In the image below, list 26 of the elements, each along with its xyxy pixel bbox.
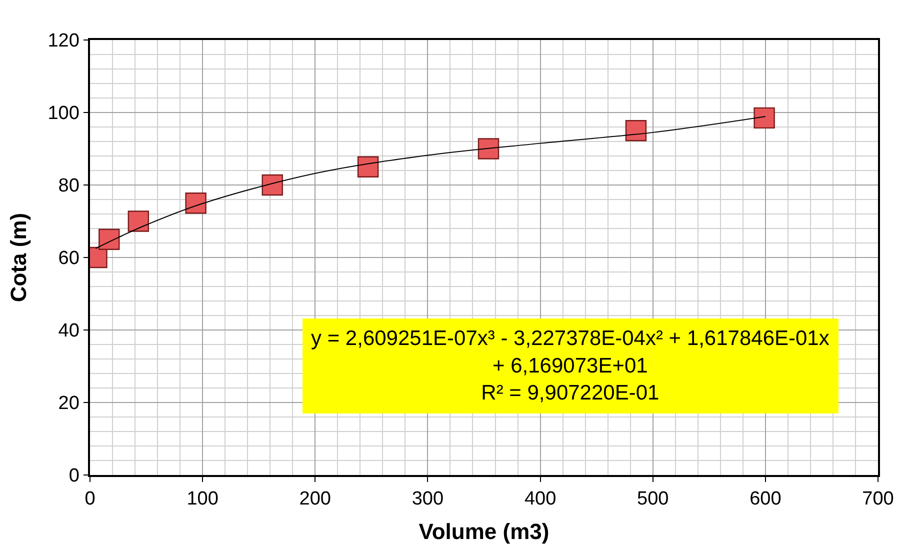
y-axis-title: Cota (m) <box>6 212 32 302</box>
point <box>98 228 120 250</box>
x-tick-label: 0 <box>84 488 96 510</box>
y-tick-label: 120 <box>48 30 80 52</box>
x-tick-label: 500 <box>637 488 669 510</box>
y-tick-label: 0 <box>68 466 80 487</box>
x-tick-label: 600 <box>750 488 782 510</box>
point <box>478 138 500 160</box>
point <box>262 174 283 196</box>
point <box>185 192 206 214</box>
y-tick-label: 20 <box>58 393 80 414</box>
point <box>754 107 775 129</box>
y-tick-label: 40 <box>58 320 80 342</box>
x-tick-label: 200 <box>299 488 331 510</box>
point <box>357 156 379 178</box>
x-axis-title: Volume (m3) <box>418 518 550 544</box>
annotation: y = 2,609251E-07x³ - 3,227378E-04x² + 1,617846E-01x + 6,169073E+01 R² = 9,907220E-01 <box>311 327 830 405</box>
point <box>128 210 150 232</box>
y-tick-label: 60 <box>58 248 80 270</box>
y-tick-label: 80 <box>58 176 80 197</box>
x-tick-label: 100 <box>186 488 218 510</box>
y-tick-label: 100 <box>48 103 80 124</box>
x-tick-label: 700 <box>862 488 894 510</box>
x-tick-label: 400 <box>524 488 556 510</box>
x-tick-label: 300 <box>412 488 444 510</box>
point <box>625 120 647 142</box>
